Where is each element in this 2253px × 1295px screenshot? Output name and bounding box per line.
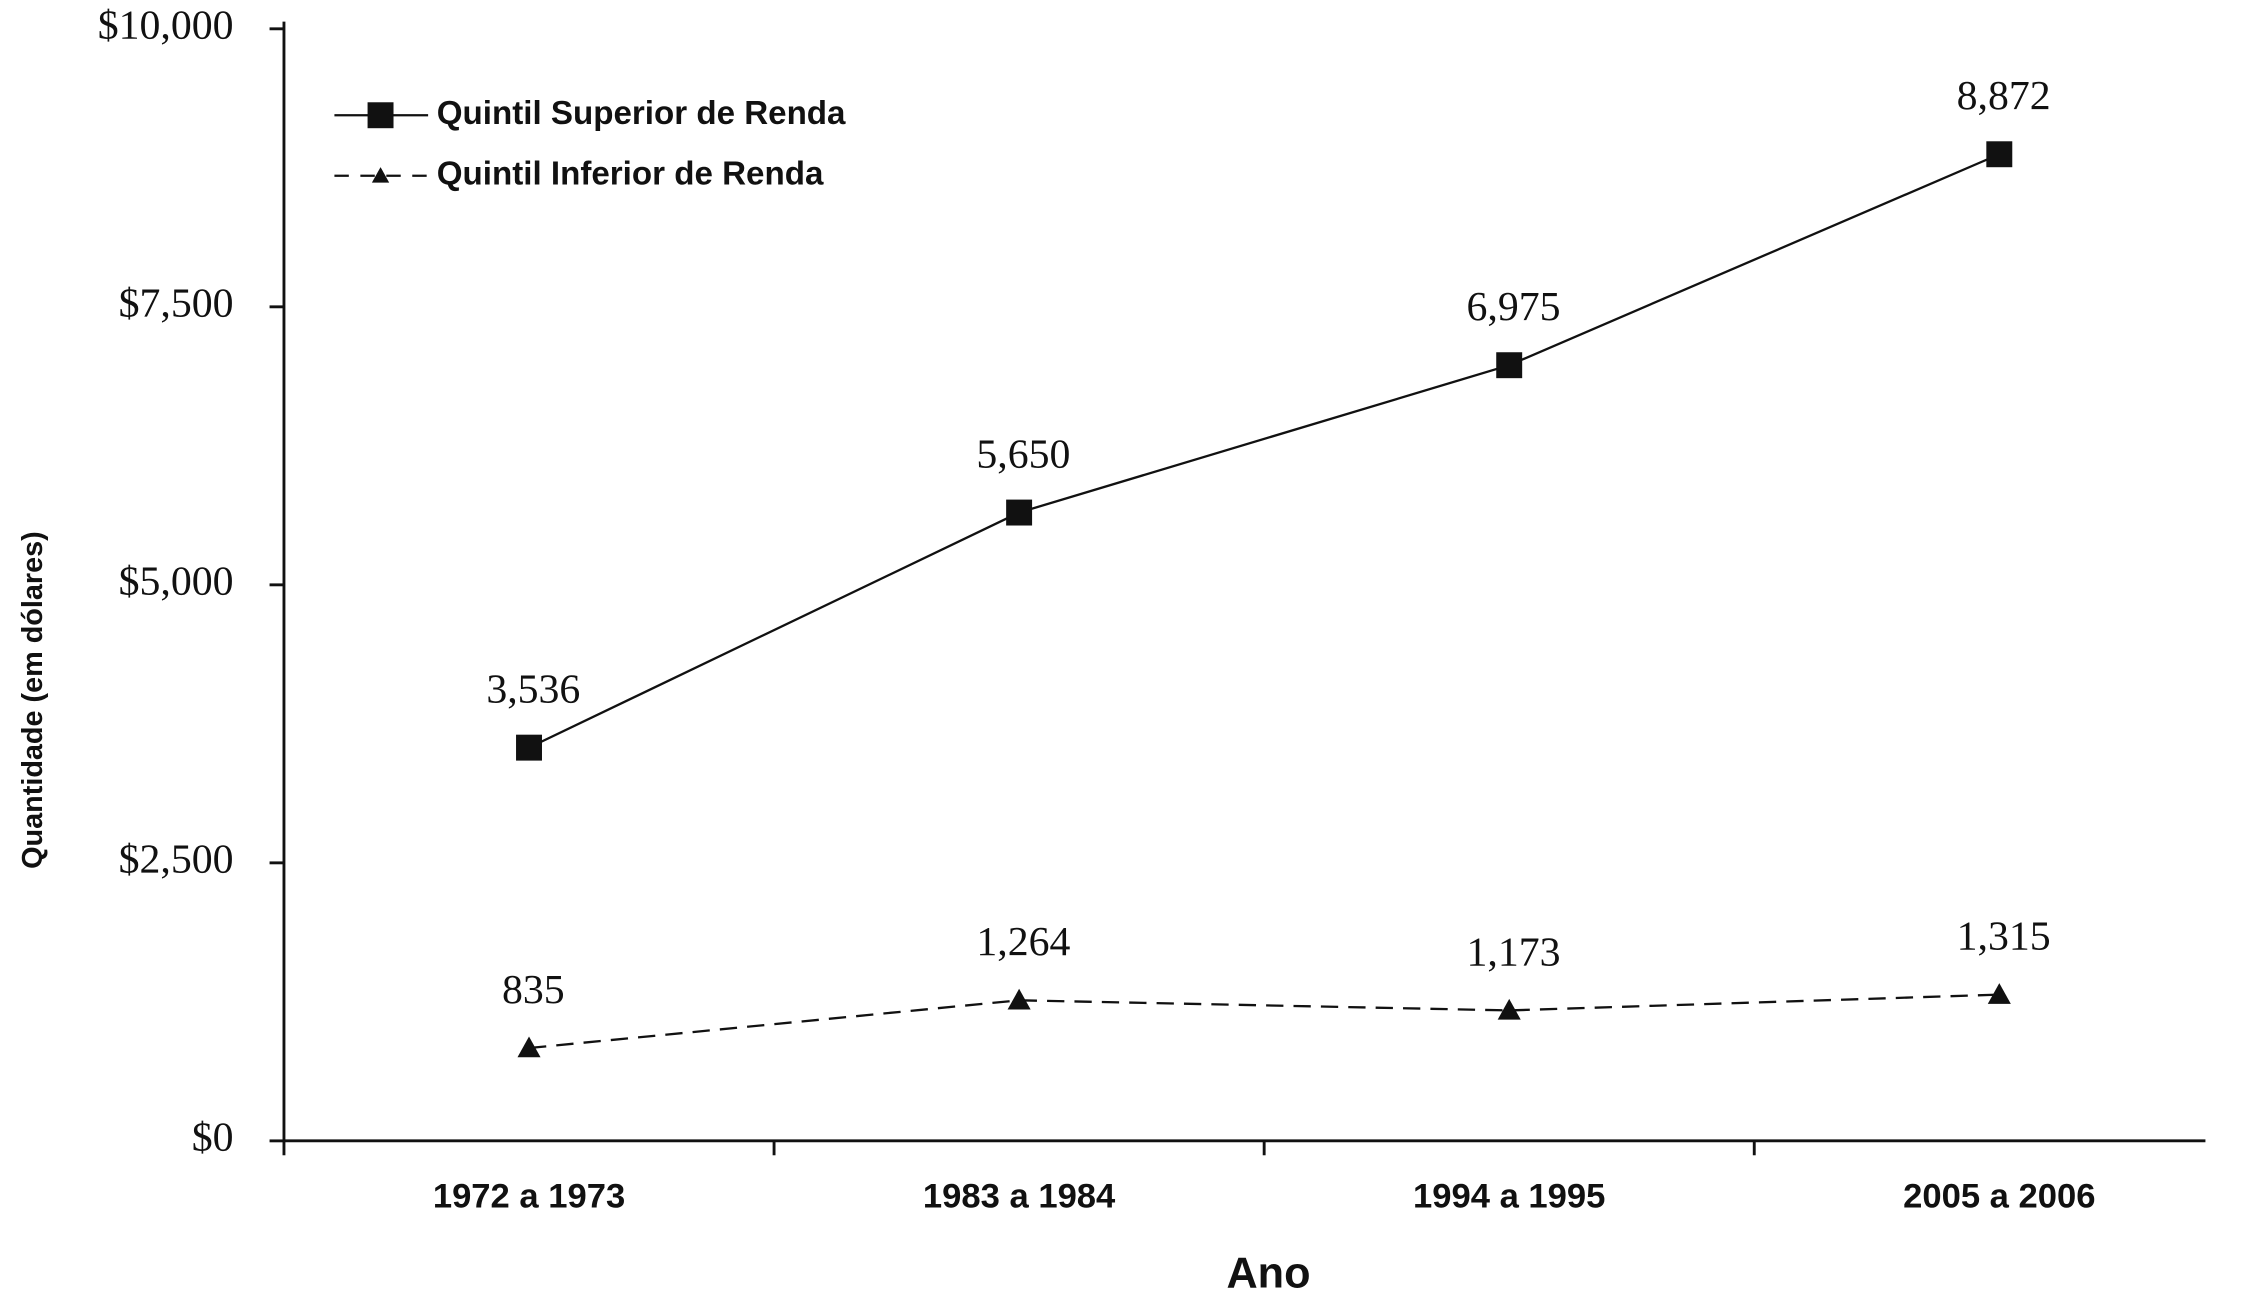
data-label: 1,264 xyxy=(976,919,1070,965)
point xyxy=(1986,141,2013,168)
legend-label: Quintil Inferior de Renda xyxy=(437,155,824,192)
data-label: 1,315 xyxy=(1957,913,2051,959)
point xyxy=(1497,998,1521,1020)
series-line xyxy=(528,153,2000,749)
point xyxy=(1987,983,2011,1004)
y-tick-label: $10,000 xyxy=(98,2,234,48)
x-tick-label: 1972 a 1973 xyxy=(433,1178,625,1216)
x-axis-title: Ano xyxy=(1226,1250,1310,1295)
y-tick-label: $2,500 xyxy=(119,836,234,882)
legend-marker xyxy=(371,167,390,183)
data-label: 5,650 xyxy=(976,431,1070,477)
data-label: 8,872 xyxy=(1957,73,2051,119)
x-tick-label: 1994 a 1995 xyxy=(1413,1178,1605,1216)
data-label: 1,173 xyxy=(1467,929,1561,975)
y-tick-label: $0 xyxy=(192,1114,234,1160)
x-tick-label: 2005 a 2006 xyxy=(1903,1178,2095,1216)
y-axis-title: Quantidade (em dólares) xyxy=(17,531,49,869)
data-label: 835 xyxy=(502,967,565,1013)
point xyxy=(517,1036,541,1058)
x-tick-label: 1983 a 1984 xyxy=(923,1178,1116,1216)
data-label: 6,975 xyxy=(1467,284,1561,330)
legend-label: Quintil Superior de Renda xyxy=(437,95,846,132)
point xyxy=(1007,988,1031,1010)
y-tick-label: $7,500 xyxy=(119,280,234,326)
point xyxy=(1496,352,1523,379)
y-tick-label: $5,000 xyxy=(119,558,234,604)
legend-marker xyxy=(367,102,394,129)
point xyxy=(516,734,542,761)
point xyxy=(1006,499,1033,526)
series-line xyxy=(528,993,2000,1050)
data-label: 3,536 xyxy=(486,667,580,713)
